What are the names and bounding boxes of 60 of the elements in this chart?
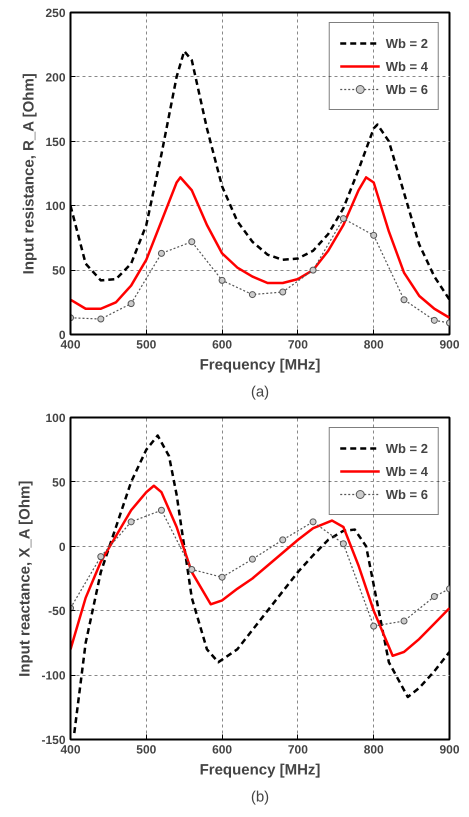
point [310,266,317,274]
x-tick-label: 900 [439,742,460,756]
y-tick-label: -50 [48,604,66,618]
y-tick-label: 0 [58,540,66,554]
point [158,506,165,514]
y-tick-label: 150 [45,134,66,149]
point [370,232,378,239]
x-tick-label: 500 [136,742,157,756]
point [430,593,438,600]
point [128,518,135,526]
point [218,276,226,284]
y-axis-title: Input resistance, R_A [Ohm] [20,73,38,274]
point [248,556,256,563]
y-tick-label: 250 [45,6,66,20]
x-tick-label: 800 [364,338,384,352]
y-tick-label: 100 [45,411,66,425]
point [400,618,408,624]
x-tick-label: 700 [288,338,308,352]
point [248,291,256,298]
point [218,574,226,581]
point [188,238,196,246]
point [279,536,286,544]
x-tick-label: 900 [439,338,460,352]
x-tick-label: 700 [288,742,308,756]
x-axis-title: Frequency [MHz] [200,356,320,374]
legend-label: Wb = 6 [386,486,428,502]
x-tick-label: 600 [212,742,232,756]
point [97,553,104,560]
point [430,316,438,324]
y-tick-label: 50 [52,264,66,278]
x-tick-label: 400 [60,338,81,352]
y-tick-label: -100 [41,668,66,683]
x-tick-label: 800 [364,742,384,756]
y-tick-label: 50 [52,475,66,490]
line-series [70,176,450,320]
text: (a) [250,384,270,400]
point [128,300,135,308]
point [97,316,104,323]
legend-label: Wb = 2 [386,36,428,50]
legend-label: Wb = 2 [386,440,428,456]
y-tick-label: 100 [45,199,66,214]
point [158,250,165,257]
line-series [70,484,450,658]
x-tick-label: 400 [60,742,81,756]
legend-label: Wb = 6 [386,82,428,96]
x-axis-title: Frequency [MHz] [200,762,320,778]
x-tick-label: 500 [136,338,157,352]
point [370,622,378,630]
y-tick-label: 200 [45,70,66,84]
legend-label: Wb = 4 [386,58,428,74]
point [340,215,347,222]
x-tick-label: 600 [212,338,232,352]
legend-label: Wb = 4 [386,464,428,478]
point [279,288,286,296]
point [340,540,347,548]
point [188,566,196,573]
point [310,518,317,526]
text: (b) [250,788,270,806]
y-axis-title: Input reactance, X_A [Ohm] [16,480,34,677]
point [400,296,408,304]
